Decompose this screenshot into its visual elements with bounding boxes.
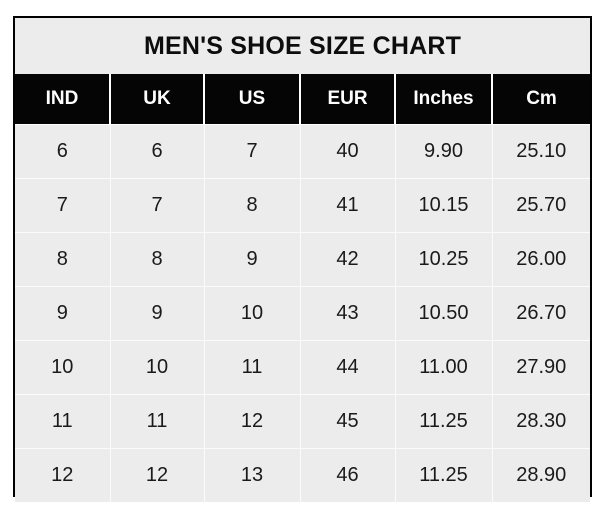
cell-cm: 27.90	[492, 340, 590, 395]
table-row: 11 11 12 45 11.25 28.30	[15, 394, 590, 449]
table-row: 10 10 11 44 11.00 27.90	[15, 340, 590, 395]
cell-inches: 11.25	[395, 394, 493, 449]
cell-us: 10	[204, 286, 301, 341]
header-row: IND UK US EUR Inches Cm	[15, 74, 590, 125]
cell-ind: 12	[15, 448, 111, 502]
table-header: IND UK US EUR Inches Cm	[15, 74, 590, 125]
cell-inches: 10.25	[395, 232, 493, 287]
cell-cm: 28.90	[492, 448, 590, 502]
column-header-inches: Inches	[395, 74, 493, 125]
cell-inches: 11.25	[395, 448, 493, 502]
table-row: 7 7 8 41 10.15 25.70	[15, 178, 590, 233]
cell-us: 11	[204, 340, 301, 395]
cell-uk: 9	[110, 286, 205, 341]
cell-cm: 25.70	[492, 178, 590, 233]
cell-uk: 11	[110, 394, 205, 449]
cell-eur: 45	[300, 394, 396, 449]
cell-inches: 9.90	[395, 124, 493, 179]
cell-inches: 10.50	[395, 286, 493, 341]
column-header-eur: EUR	[300, 74, 396, 125]
cell-us: 7	[204, 124, 301, 179]
cell-eur: 46	[300, 448, 396, 502]
cell-us: 9	[204, 232, 301, 287]
chart-title: MEN'S SHOE SIZE CHART	[15, 18, 590, 74]
table-row: 8 8 9 42 10.25 26.00	[15, 232, 590, 287]
column-header-cm: Cm	[492, 74, 590, 125]
cell-uk: 7	[110, 178, 205, 233]
table-body: 6 6 7 40 9.90 25.10 7 7 8 41 10.15 25.70…	[15, 124, 590, 502]
mens-shoe-size-chart: MEN'S SHOE SIZE CHART IND UK US EUR Inch…	[13, 16, 592, 502]
cell-uk: 8	[110, 232, 205, 287]
cell-us: 12	[204, 394, 301, 449]
cell-ind: 7	[15, 178, 111, 233]
cell-cm: 28.30	[492, 394, 590, 449]
table-row: 6 6 7 40 9.90 25.10	[15, 124, 590, 179]
cell-uk: 6	[110, 124, 205, 179]
table-row: 9 9 10 43 10.50 26.70	[15, 286, 590, 341]
cell-eur: 41	[300, 178, 396, 233]
cell-eur: 44	[300, 340, 396, 395]
cell-ind: 8	[15, 232, 111, 287]
size-chart-table: IND UK US EUR Inches Cm 6 6 7 40 9.90 25…	[15, 74, 590, 502]
column-header-ind: IND	[15, 74, 111, 125]
cell-inches: 11.00	[395, 340, 493, 395]
cell-eur: 43	[300, 286, 396, 341]
cell-ind: 9	[15, 286, 111, 341]
cell-uk: 12	[110, 448, 205, 502]
cell-ind: 10	[15, 340, 111, 395]
cell-eur: 40	[300, 124, 396, 179]
cell-us: 8	[204, 178, 301, 233]
cell-cm: 26.00	[492, 232, 590, 287]
cell-inches: 10.15	[395, 178, 493, 233]
cell-uk: 10	[110, 340, 205, 395]
column-header-uk: UK	[110, 74, 205, 125]
cell-cm: 26.70	[492, 286, 590, 341]
cell-ind: 11	[15, 394, 111, 449]
table-row: 12 12 13 46 11.25 28.90	[15, 448, 590, 502]
cell-ind: 6	[15, 124, 111, 179]
cell-cm: 25.10	[492, 124, 590, 179]
cell-us: 13	[204, 448, 301, 502]
cell-eur: 42	[300, 232, 396, 287]
column-header-us: US	[204, 74, 301, 125]
